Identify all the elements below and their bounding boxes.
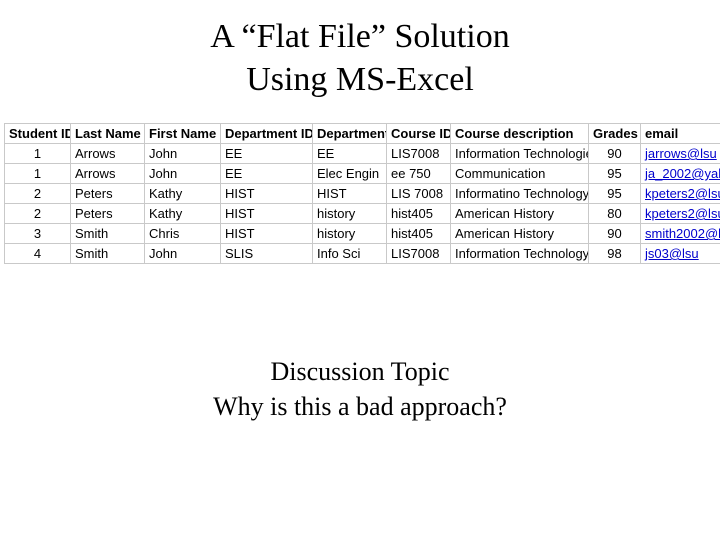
table-cell: HIST <box>313 184 387 204</box>
table-row: 1ArrowsJohnEEEELIS7008Information Techno… <box>5 144 720 164</box>
table-cell: 95 <box>589 164 641 184</box>
table-cell: EE <box>313 144 387 164</box>
column-header: First Name <box>145 124 221 144</box>
table-header-row: Student IDLast NameFirst NameDepartment … <box>5 124 720 144</box>
flat-file-table: Student IDLast NameFirst NameDepartment … <box>4 123 720 264</box>
table-row: 2PetersKathyHISTHISTLIS 7008Informatino … <box>5 184 720 204</box>
table-cell: EE <box>221 164 313 184</box>
table-cell: 90 <box>589 144 641 164</box>
table-cell: LIS 7008 <box>387 184 451 204</box>
table-row: 3SmithChrisHISThistoryhist405American Hi… <box>5 224 720 244</box>
table-cell: jarrows@lsu <box>641 144 720 164</box>
table-cell: Kathy <box>145 184 221 204</box>
title-line-2: Using MS-Excel <box>0 59 720 102</box>
title-line-1: A “Flat File” Solution <box>0 16 720 59</box>
table-cell: Smith <box>71 224 145 244</box>
table-cell: HIST <box>221 224 313 244</box>
table-cell: EE <box>221 144 313 164</box>
email-link[interactable]: ja_2002@yahoo <box>645 166 720 181</box>
table-cell: 1 <box>5 144 71 164</box>
column-header: Grades <box>589 124 641 144</box>
table-cell: SLIS <box>221 244 313 264</box>
column-header: Course ID <box>387 124 451 144</box>
column-header: email <box>641 124 720 144</box>
table-row: 2PetersKathyHISThistoryhist405American H… <box>5 204 720 224</box>
table-cell: Communication <box>451 164 589 184</box>
email-link[interactable]: kpeters2@lsu <box>645 206 720 221</box>
discussion-line-2: Why is this a bad approach? <box>0 389 720 424</box>
table-cell: 4 <box>5 244 71 264</box>
table-cell: Informatino Technology <box>451 184 589 204</box>
column-header: Last Name <box>71 124 145 144</box>
table-cell: Info Sci <box>313 244 387 264</box>
email-link[interactable]: js03@lsu <box>645 246 699 261</box>
column-header: Department ID <box>221 124 313 144</box>
table-cell: ja_2002@yahoo <box>641 164 720 184</box>
email-link[interactable]: kpeters2@lsu <box>645 186 720 201</box>
flat-file-table-wrap: Student IDLast NameFirst NameDepartment … <box>4 123 716 264</box>
table-row: 1ArrowsJohnEEElec Enginee 750Communicati… <box>5 164 720 184</box>
table-cell: Smith <box>71 244 145 264</box>
table-cell: Kathy <box>145 204 221 224</box>
discussion-topic: Discussion Topic Why is this a bad appro… <box>0 354 720 424</box>
column-header: Course description <box>451 124 589 144</box>
table-cell: 80 <box>589 204 641 224</box>
table-cell: hist405 <box>387 224 451 244</box>
table-cell: kpeters2@lsu <box>641 184 720 204</box>
table-cell: John <box>145 244 221 264</box>
table-cell: LIS7008 <box>387 144 451 164</box>
table-cell: 2 <box>5 204 71 224</box>
discussion-line-1: Discussion Topic <box>0 354 720 389</box>
table-cell: Information Technologies <box>451 144 589 164</box>
table-cell: 90 <box>589 224 641 244</box>
table-cell: 1 <box>5 164 71 184</box>
table-cell: smith2002@lsu <box>641 224 720 244</box>
table-cell: Elec Engin <box>313 164 387 184</box>
table-cell: HIST <box>221 184 313 204</box>
table-row: 4SmithJohnSLISInfo SciLIS7008Information… <box>5 244 720 264</box>
table-cell: HIST <box>221 204 313 224</box>
table-cell: 95 <box>589 184 641 204</box>
slide-title: A “Flat File” Solution Using MS-Excel <box>0 0 720 101</box>
table-cell: Arrows <box>71 144 145 164</box>
table-cell: John <box>145 144 221 164</box>
email-link[interactable]: smith2002@lsu <box>645 226 720 241</box>
table-cell: 3 <box>5 224 71 244</box>
table-cell: LIS7008 <box>387 244 451 264</box>
email-link[interactable]: jarrows@lsu <box>645 146 717 161</box>
column-header: Department <box>313 124 387 144</box>
column-header: Student ID <box>5 124 71 144</box>
table-cell: Chris <box>145 224 221 244</box>
table-cell: hist405 <box>387 204 451 224</box>
table-cell: 2 <box>5 184 71 204</box>
table-cell: js03@lsu <box>641 244 720 264</box>
table-cell: Information Technology <box>451 244 589 264</box>
table-cell: John <box>145 164 221 184</box>
table-cell: kpeters2@lsu <box>641 204 720 224</box>
table-cell: Peters <box>71 204 145 224</box>
table-cell: ee 750 <box>387 164 451 184</box>
slide: A “Flat File” Solution Using MS-Excel St… <box>0 0 720 540</box>
table-cell: Peters <box>71 184 145 204</box>
table-cell: 98 <box>589 244 641 264</box>
table-cell: Arrows <box>71 164 145 184</box>
table-cell: history <box>313 224 387 244</box>
table-cell: American History <box>451 224 589 244</box>
table-cell: American History <box>451 204 589 224</box>
table-cell: history <box>313 204 387 224</box>
